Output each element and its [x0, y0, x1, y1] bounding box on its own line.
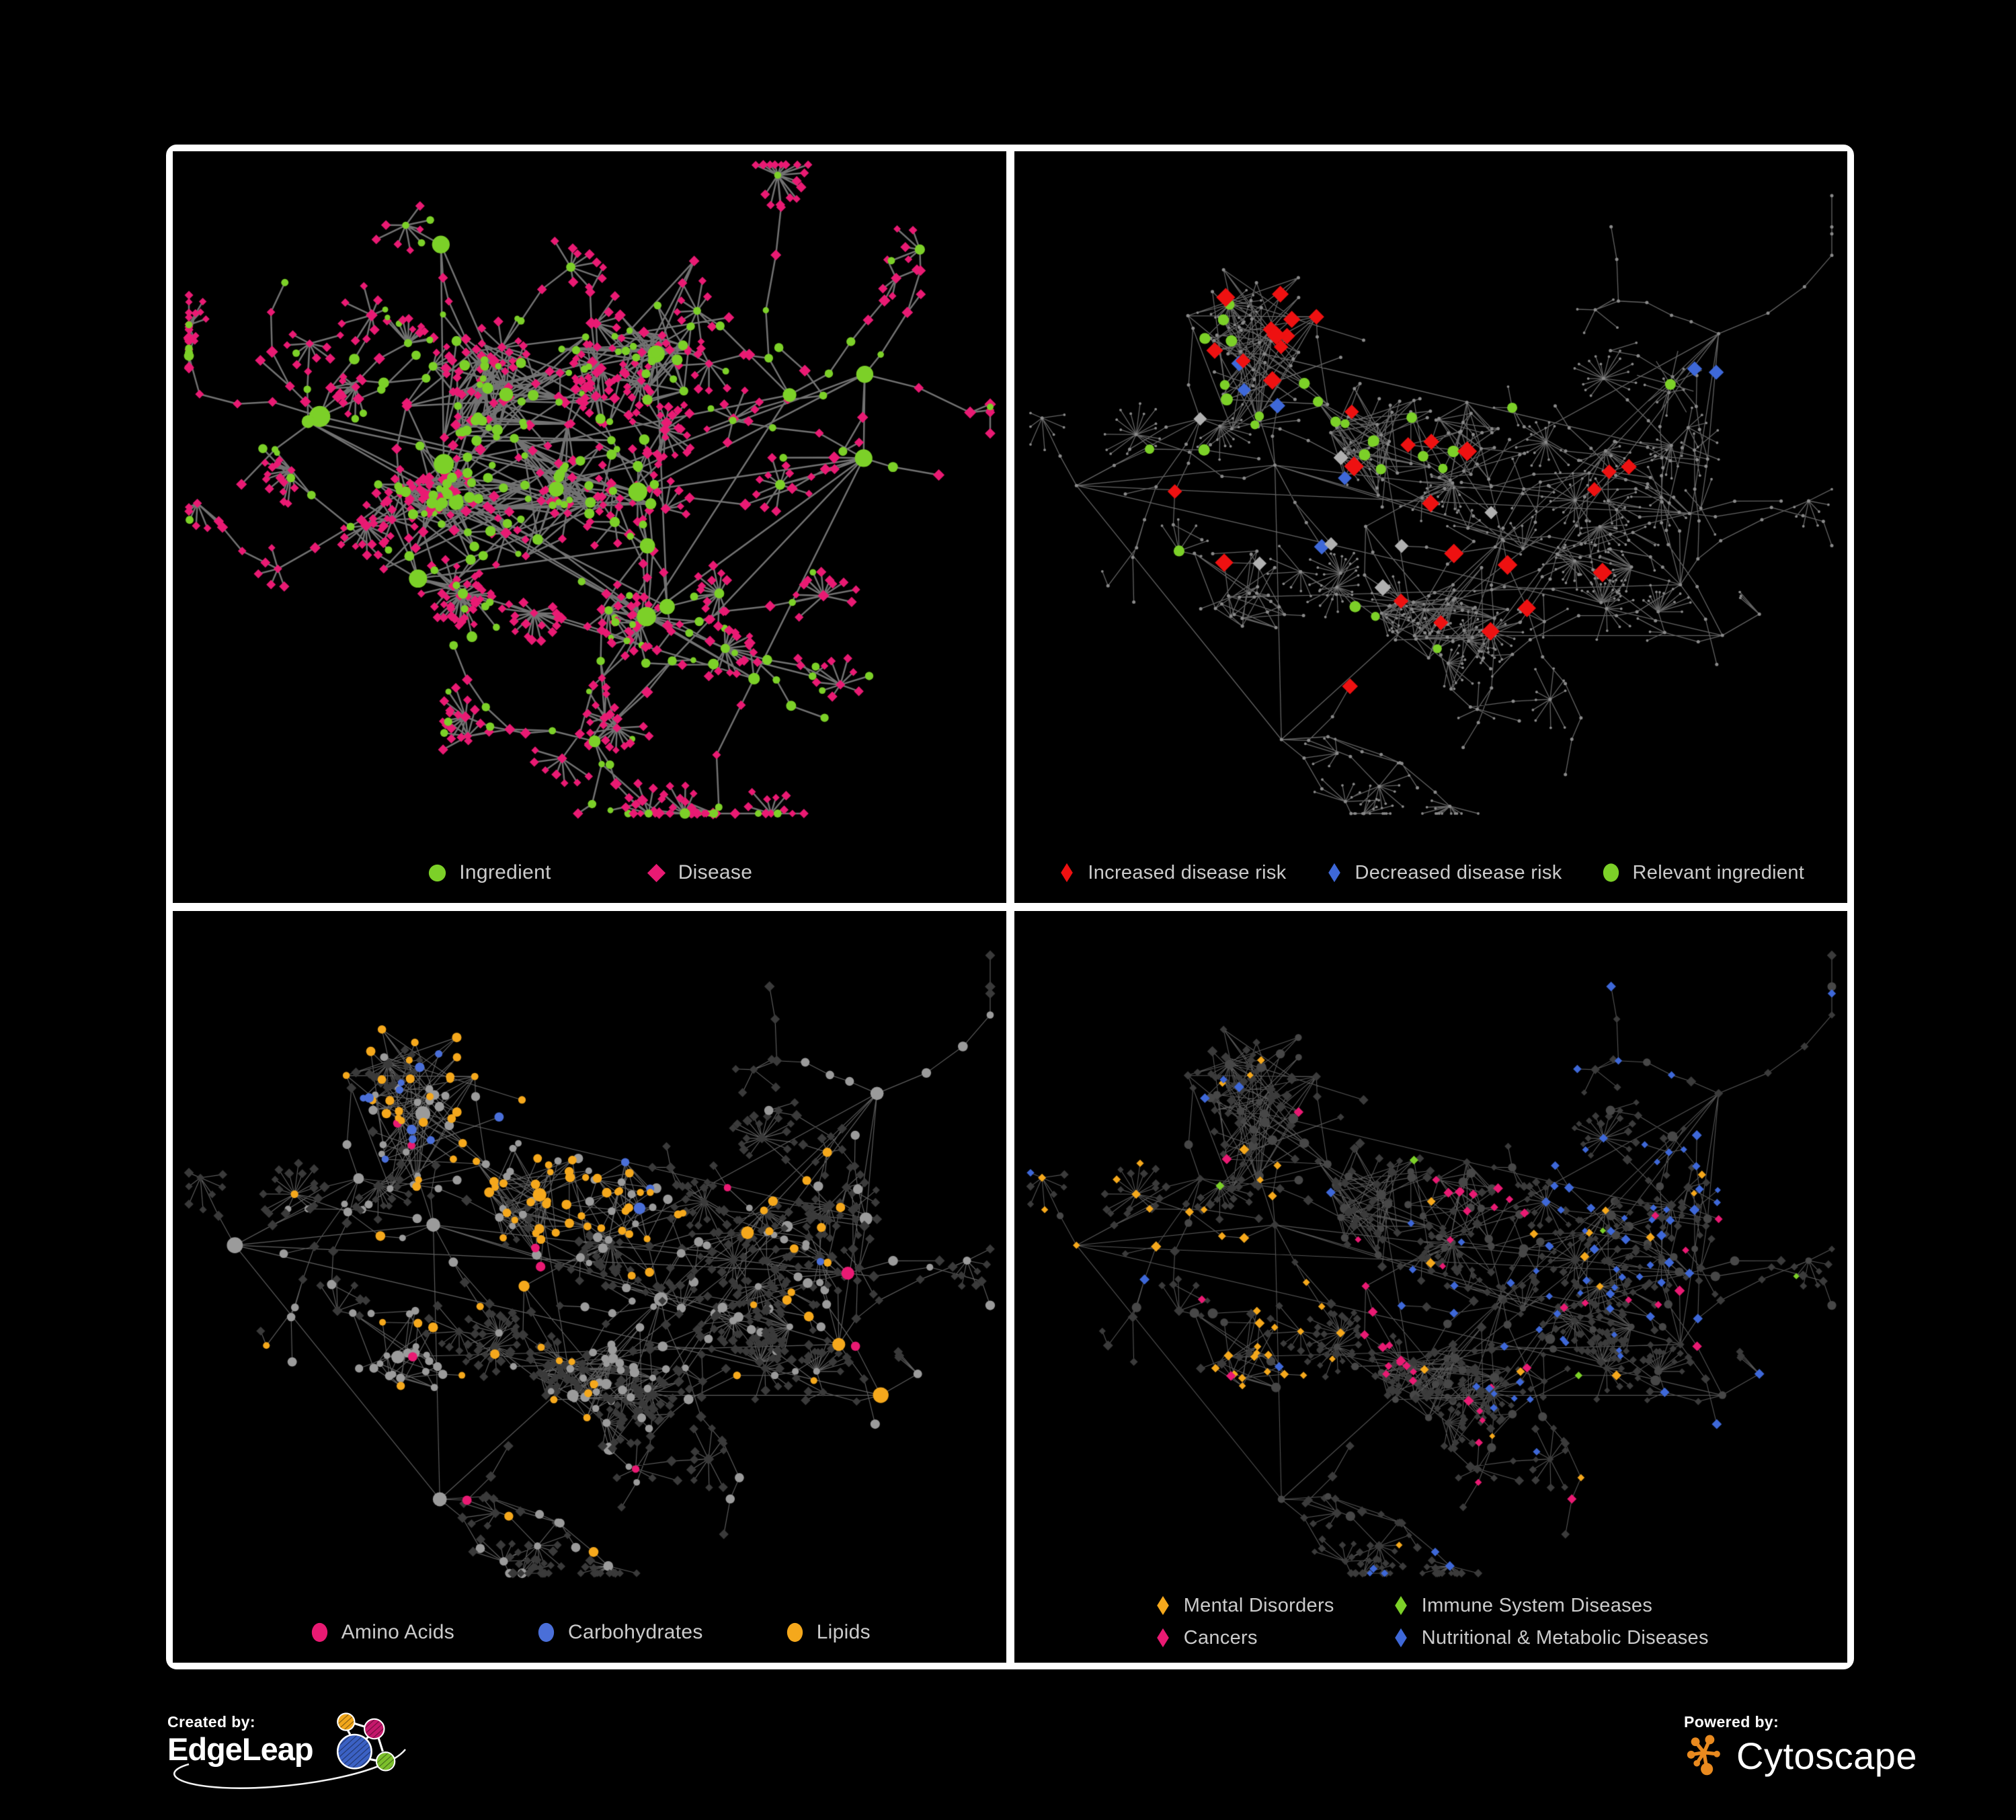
- relevant-ingredient-circle-icon: [1603, 863, 1619, 882]
- amino-acids-circle-icon: [311, 1622, 327, 1643]
- ingredient-circle-icon: [429, 864, 446, 881]
- legend-label: Disease: [678, 861, 753, 883]
- legend-item-decreased-risk: Decreased disease risk: [1324, 861, 1562, 884]
- edgeleap-swoosh-curve: [173, 1749, 407, 1789]
- legend-item-disease: Disease: [645, 861, 752, 884]
- lipids-circle-icon: [787, 1622, 803, 1643]
- edgeleap-wordmark: EdgeLeap: [167, 1731, 314, 1767]
- legend-label: Relevant ingredient: [1632, 861, 1805, 883]
- edgeleap-branding: Created by: EdgeLeap: [167, 1712, 544, 1814]
- legend-disease-classes: Mental Disorders Immune System Diseases …: [1014, 1594, 1848, 1649]
- legend-item-ingredient: Ingredient: [426, 861, 551, 884]
- figure-grid: Ingredient Disease Increased disease ris…: [166, 145, 1854, 1669]
- nutritional-metabolic-diseases-diamond-icon: [1394, 1628, 1407, 1648]
- legend-label: Nutritional & Metabolic Diseases: [1421, 1626, 1709, 1649]
- powered-by-label: Powered by:: [1684, 1713, 1779, 1731]
- legend-item-amino-acids: Amino Acids: [309, 1621, 454, 1644]
- legend-item-carbohydrates: Carbohydrates: [535, 1621, 703, 1644]
- increased-risk-diamond-icon: [1061, 863, 1074, 883]
- cytoscape-logo-icon: [1687, 1735, 1720, 1775]
- legend-label: Decreased disease risk: [1355, 861, 1562, 883]
- disease-diamond-icon: [647, 863, 666, 882]
- nutrient-classes-network-graph: [173, 911, 1006, 1587]
- edgeleap-logo-icon: [336, 1712, 396, 1772]
- mental-disorders-diamond-icon: [1156, 1595, 1169, 1616]
- carbohydrates-circle-icon: [538, 1622, 555, 1643]
- disease-classes-network-graph: [1014, 911, 1847, 1587]
- panel-nutrient-classes: Amino Acids Carbohydrates Lipids: [173, 907, 1010, 1663]
- legend-label: Increased disease risk: [1088, 861, 1287, 883]
- legend-item-lipids: Lipids: [784, 1621, 871, 1644]
- legend-item-mental-disorders: Mental Disorders: [1153, 1594, 1334, 1617]
- decreased-risk-diamond-icon: [1328, 863, 1340, 883]
- panel-disease-risk: Increased disease risk Decreased disease…: [1010, 151, 1848, 907]
- legend-item-increased-risk: Increased disease risk: [1057, 861, 1286, 884]
- immune-system-diseases-diamond-icon: [1394, 1595, 1407, 1616]
- legend-item-nutritional-metabolic-diseases: Nutritional & Metabolic Diseases: [1391, 1626, 1709, 1649]
- legend-label: Cancers: [1183, 1626, 1258, 1649]
- legend-item-immune-system-diseases: Immune System Diseases: [1391, 1594, 1709, 1617]
- created-by-label: Created by:: [167, 1713, 255, 1731]
- panel-ingredient-disease: Ingredient Disease: [173, 151, 1010, 907]
- legend-label: Amino Acids: [341, 1621, 454, 1643]
- legend-label: Immune System Diseases: [1421, 1594, 1653, 1616]
- cytoscape-branding: Powered by: Cytoscape: [1684, 1713, 1917, 1778]
- legend-label: Ingredient: [459, 861, 551, 883]
- disease-risk-network-graph: [1014, 151, 1847, 827]
- cytoscape-wordmark: Cytoscape: [1736, 1735, 1918, 1777]
- cancers-diamond-icon: [1156, 1628, 1169, 1648]
- legend-disease-risk: Increased disease risk Decreased disease…: [1014, 861, 1848, 884]
- ingredient-disease-network-graph: [173, 151, 1006, 827]
- legend-item-relevant-ingredient: Relevant ingredient: [1600, 861, 1805, 884]
- panel-disease-classes: Mental Disorders Immune System Diseases …: [1010, 907, 1848, 1663]
- legend-ingredient-disease: Ingredient Disease: [173, 861, 1006, 884]
- legend-item-cancers: Cancers: [1153, 1626, 1334, 1649]
- legend-nutrient-classes: Amino Acids Carbohydrates Lipids: [173, 1621, 1006, 1644]
- legend-label: Carbohydrates: [568, 1621, 703, 1643]
- legend-label: Lipids: [816, 1621, 871, 1643]
- legend-label: Mental Disorders: [1183, 1594, 1334, 1616]
